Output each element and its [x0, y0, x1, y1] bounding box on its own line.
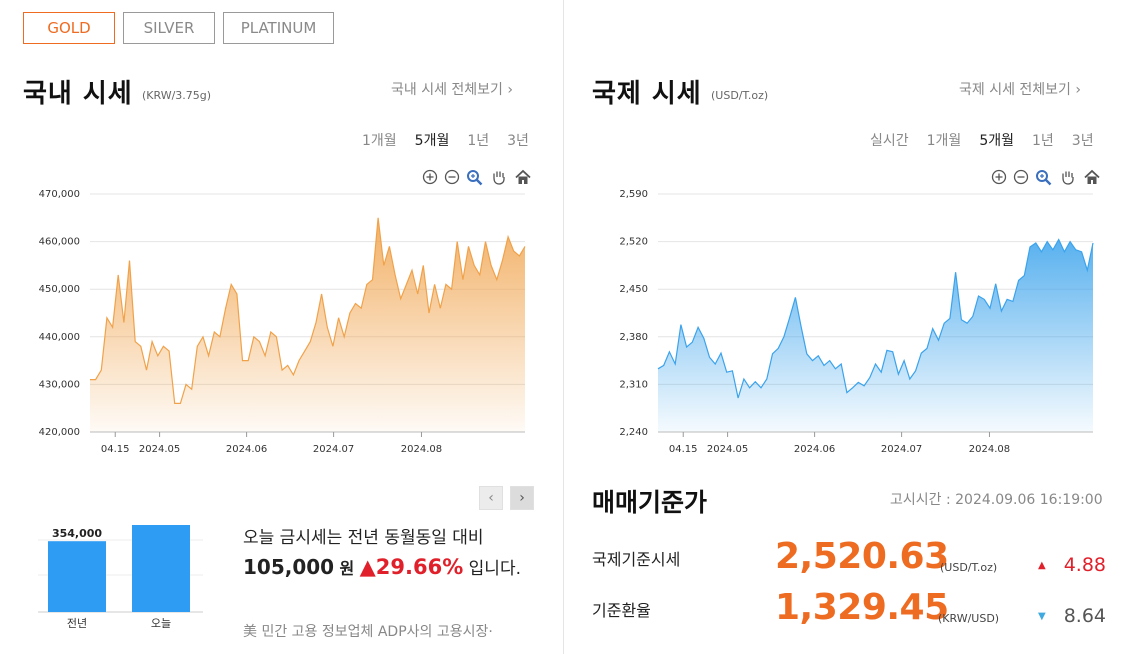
international-chart-toolbar [990, 168, 1102, 186]
x-tick-label: 04.15 [101, 444, 130, 455]
international-period-realtime[interactable]: 실시간 [870, 133, 909, 149]
bar-category-label: 오늘 [151, 617, 171, 630]
international-view-all-link[interactable]: 국제 시세 전체보기 › [959, 79, 1081, 99]
international-view-all-label: 국제 시세 전체보기 [959, 82, 1071, 98]
tab-platinum[interactable]: PLATINUM [223, 12, 334, 44]
x-tick-label: 2024.08 [969, 444, 1010, 455]
home-icon[interactable] [513, 168, 533, 186]
international-period-tabs: 실시간 1개월 5개월 1년 3년 [870, 130, 1094, 150]
exchange-row-change: ▼ 8.64 [1038, 605, 1106, 627]
up-arrow-icon: ▲ [359, 555, 376, 579]
up-triangle-icon: ▲ [1038, 559, 1046, 571]
exchange-row-value: 1,329.45 [775, 587, 949, 628]
x-tick-label: 2024.05 [139, 444, 180, 455]
domestic-period-5m[interactable]: 5개월 [414, 133, 450, 149]
domestic-price-chart[interactable]: 470,000 460,000 450,000 440,000 430,000 420,0… [30, 184, 530, 464]
exchange-row-unit: (KRW/USD) [938, 612, 1000, 625]
magnifier-icon[interactable] [1034, 168, 1054, 186]
series-area [90, 217, 525, 432]
domestic-period-1y[interactable]: 1년 [467, 133, 490, 149]
domestic-unit: (KRW/3.75g) [142, 89, 212, 102]
exchange-row-change-value: 8.64 [1063, 605, 1107, 627]
prev-news-button[interactable]: ‹ [479, 486, 503, 510]
domestic-chart-toolbar [421, 168, 533, 186]
summary-currency: 원 [339, 559, 355, 578]
domestic-view-all-label: 국내 시세 전체보기 [391, 82, 503, 98]
down-triangle-icon: ▼ [1038, 610, 1046, 622]
domestic-period-tabs: 1개월 5개월 1년 3년 [362, 130, 529, 150]
summary-line: 오늘 금시세는 전년 동월동일 대비 [243, 528, 484, 548]
y-tick-label: 2,450 [619, 284, 648, 295]
bar [48, 541, 106, 612]
international-unit: (USD/T.oz) [711, 89, 769, 102]
international-title: 국제 시세 [592, 79, 702, 109]
news-ticker-item[interactable]: 美 민간 고용 정보업체 ADP사의 고용시장· [243, 624, 493, 640]
summary-percent: 29.66% [375, 555, 464, 579]
domestic-period-3y[interactable]: 3년 [507, 133, 529, 149]
domestic-view-all-link[interactable]: 국내 시세 전체보기 › [391, 79, 513, 99]
tab-silver[interactable]: SILVER [123, 12, 215, 44]
international-period-3y[interactable]: 3년 [1071, 133, 1094, 149]
chevron-right-icon: › [507, 82, 514, 98]
bar [132, 525, 190, 612]
y-tick-label: 2,520 [619, 237, 648, 248]
magnifier-icon[interactable] [465, 168, 485, 186]
zoom-in-icon[interactable] [421, 168, 439, 186]
notice-time-label: 고시시간 : [890, 492, 956, 508]
international-period-1m[interactable]: 1개월 [926, 133, 962, 149]
pan-hand-icon[interactable] [1058, 168, 1078, 186]
x-tick-label: 2024.06 [794, 444, 835, 455]
summary-amount: 105,000 [243, 555, 335, 579]
base-row-change-value: 4.88 [1063, 554, 1107, 576]
y-tick-label: 2,310 [619, 379, 648, 390]
y-tick-label: 2,590 [619, 189, 648, 200]
base-row-label: 국제기준시세 [592, 550, 681, 569]
year-comparison-chart: 354,000전년459,000오늘 [38, 525, 203, 630]
y-tick-label: 450,000 [39, 284, 80, 295]
series-line [657, 238, 1094, 399]
y-tick-label: 430,000 [39, 379, 80, 390]
x-tick-label: 2024.07 [313, 444, 354, 455]
international-period-5m[interactable]: 5개월 [979, 133, 1014, 149]
base-price-title: 매매기준가 [592, 488, 708, 517]
y-tick-label: 440,000 [39, 332, 80, 343]
zoom-out-icon[interactable] [443, 168, 461, 186]
domestic-period-1m[interactable]: 1개월 [362, 133, 397, 149]
domestic-title: 국내 시세 [23, 79, 133, 109]
x-tick-label: 2024.08 [401, 444, 442, 455]
home-icon[interactable] [1082, 168, 1102, 186]
y-tick-label: 2,380 [619, 332, 648, 343]
y-tick-label: 460,000 [39, 237, 80, 248]
x-tick-label: 04.15 [669, 444, 698, 455]
x-tick-label: 2024.06 [226, 444, 267, 455]
column-divider [563, 0, 564, 654]
y-tick-label: 420,000 [39, 427, 80, 438]
pan-hand-icon[interactable] [489, 168, 509, 186]
x-tick-label: 2024.05 [707, 444, 748, 455]
next-news-button[interactable]: › [510, 486, 534, 510]
notice-time: 고시시간 : 2024.09.06 16:19:00 [890, 489, 1103, 509]
bar-category-label: 전년 [67, 617, 87, 630]
series-line [90, 217, 526, 404]
international-period-1y[interactable]: 1년 [1031, 133, 1054, 149]
series-area [658, 239, 1093, 432]
tab-gold[interactable]: GOLD [23, 12, 115, 44]
international-price-chart[interactable]: 2,590 2,520 2,450 2,380 2,310 2,240 04.15 2024.… [598, 184, 1098, 464]
bar-value-label: 354,000 [52, 527, 102, 540]
chevron-right-icon: › [1075, 82, 1082, 98]
zoom-out-icon[interactable] [1012, 168, 1030, 186]
year-comparison-summary: 오늘 금시세는 전년 동월동일 대비 105,000 원 ▲29.66% 입니다… [243, 524, 533, 584]
y-tick-label: 2,240 [619, 427, 648, 438]
base-row-value: 2,520.63 [775, 536, 949, 577]
notice-time-value: 2024.09.06 16:19:00 [955, 492, 1103, 508]
metal-tabs: GOLD SILVER PLATINUM [23, 12, 334, 44]
summary-tail: 입니다. [463, 559, 521, 579]
base-row-change: ▲ 4.88 [1038, 554, 1106, 576]
y-tick-label: 470,000 [39, 189, 80, 200]
x-tick-label: 2024.07 [881, 444, 922, 455]
zoom-in-icon[interactable] [990, 168, 1008, 186]
exchange-row-label: 기준환율 [592, 601, 651, 620]
base-row-unit: (USD/T.oz) [940, 561, 998, 574]
